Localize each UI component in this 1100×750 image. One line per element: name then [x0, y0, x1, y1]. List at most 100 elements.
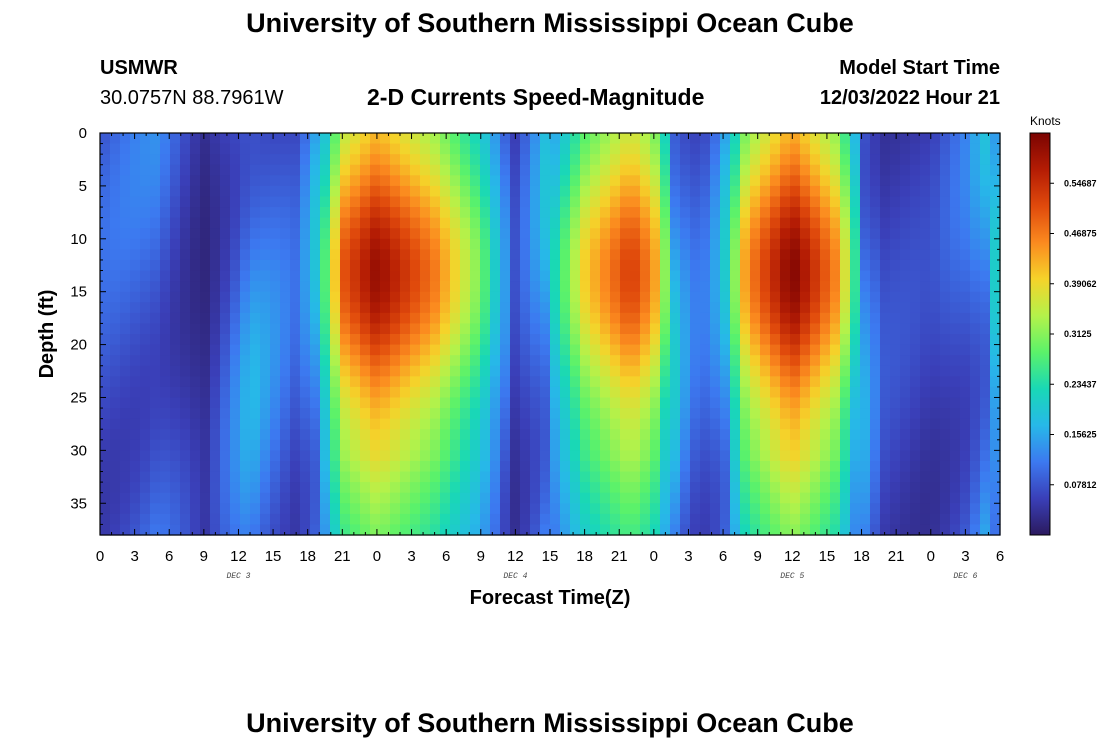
heatmap-cell: [260, 228, 271, 240]
heatmap-cell: [660, 482, 671, 494]
heatmap-cell: [630, 376, 641, 388]
heatmap-cell: [120, 439, 131, 451]
heatmap-cell: [590, 524, 601, 536]
heatmap-cell: [100, 376, 111, 388]
heatmap-cell: [640, 270, 651, 282]
heatmap-cell: [730, 439, 741, 451]
heatmap-cell: [830, 492, 841, 504]
heatmap-cell: [750, 270, 761, 282]
heatmap-cell: [470, 365, 481, 377]
heatmap-cell: [480, 334, 491, 346]
heatmap-cell: [690, 386, 701, 399]
heatmap-cell: [370, 270, 381, 282]
heatmap-cell: [770, 386, 781, 399]
heatmap-cell: [460, 492, 471, 504]
heatmap-cell: [500, 503, 511, 515]
heatmap-cell: [950, 471, 961, 483]
heatmap-cell: [650, 217, 661, 229]
heatmap-cell: [520, 450, 531, 462]
heatmap-cell: [170, 408, 181, 420]
heatmap-cell: [470, 175, 481, 187]
heatmap-cell: [370, 482, 381, 494]
heatmap-cell: [290, 228, 301, 240]
heatmap-cell: [140, 238, 151, 250]
heatmap-cell: [660, 386, 671, 399]
heatmap-cell: [340, 397, 351, 409]
x-tick-label: 21: [888, 548, 905, 565]
heatmap-cell: [750, 249, 761, 261]
heatmap-cell: [590, 133, 601, 145]
heatmap-cell: [830, 249, 841, 261]
heatmap-cell: [910, 408, 921, 420]
heatmap-cell: [510, 355, 521, 367]
heatmap-cell: [170, 513, 181, 526]
heatmap-cell: [670, 185, 681, 198]
heatmap-cell: [720, 450, 731, 462]
heatmap-cell: [750, 185, 761, 198]
heatmap-cell: [620, 408, 631, 420]
heatmap-cell: [580, 302, 591, 314]
heatmap-cell: [700, 154, 711, 166]
heatmap-cell: [510, 513, 521, 526]
heatmap-cell: [820, 228, 831, 240]
heatmap-cell: [490, 259, 501, 272]
heatmap-cell: [860, 376, 871, 388]
heatmap-cell: [560, 418, 571, 430]
heatmap-cell: [930, 418, 941, 430]
heatmap-cell: [490, 270, 501, 282]
heatmap-cell: [950, 207, 961, 219]
heatmap-cell: [930, 238, 941, 250]
heatmap-cell: [430, 143, 441, 155]
heatmap-cell: [260, 482, 271, 494]
heatmap-cell: [360, 355, 371, 367]
heatmap-cell: [940, 450, 951, 462]
heatmap-cell: [870, 429, 881, 441]
heatmap-cell: [570, 143, 581, 155]
heatmap-cell: [110, 143, 121, 155]
heatmap-cell: [810, 238, 821, 250]
heatmap-cell: [650, 376, 661, 388]
heatmap-cell: [430, 492, 441, 504]
heatmap-cell: [730, 302, 741, 314]
heatmap-cell: [750, 355, 761, 367]
heatmap-cell: [590, 312, 601, 325]
heatmap-cell: [680, 503, 691, 515]
heatmap-cell: [550, 471, 561, 483]
heatmap-cell: [130, 397, 141, 409]
heatmap-cell: [510, 302, 521, 314]
heatmap-cell: [640, 460, 651, 473]
heatmap-cell: [940, 302, 951, 314]
heatmap-cell: [600, 238, 611, 250]
heatmap-cell: [230, 323, 241, 335]
heatmap-cell: [380, 143, 391, 155]
heatmap-cell: [900, 418, 911, 430]
heatmap-cell: [130, 376, 141, 388]
heatmap-cell: [870, 281, 881, 293]
heatmap-cell: [100, 291, 111, 303]
heatmap-cell: [640, 471, 651, 483]
heatmap-cell: [270, 154, 281, 166]
heatmap-cell: [320, 492, 331, 504]
heatmap-cell: [650, 397, 661, 409]
heatmap-cell: [550, 164, 561, 176]
heatmap-cell: [690, 376, 701, 388]
heatmap-cell: [920, 503, 931, 515]
heatmap-cell: [910, 460, 921, 473]
heatmap-cell: [830, 429, 841, 441]
heatmap-cell: [440, 386, 451, 399]
heatmap-cell: [770, 312, 781, 325]
heatmap-cell: [720, 196, 731, 208]
heatmap-cell: [860, 154, 871, 166]
heatmap-cell: [760, 291, 771, 303]
heatmap-cell: [130, 302, 141, 314]
heatmap-cell: [340, 386, 351, 399]
heatmap-cell: [590, 471, 601, 483]
heatmap-cell: [430, 185, 441, 198]
heatmap-cell: [870, 492, 881, 504]
heatmap-cell: [600, 355, 611, 367]
heatmap-cell: [720, 185, 731, 198]
heatmap-cell: [420, 418, 431, 430]
heatmap-cell: [260, 133, 271, 145]
heatmap-cell: [230, 355, 241, 367]
heatmap-cell: [130, 164, 141, 176]
